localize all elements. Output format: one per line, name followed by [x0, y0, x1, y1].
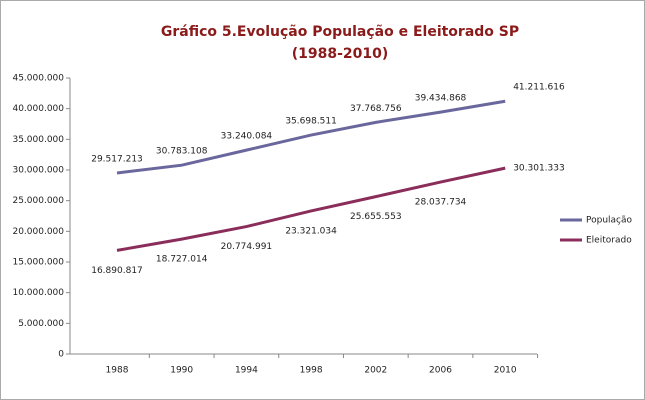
data-label: 41.211.616 — [513, 83, 565, 93]
y-tick-label: 10.000.000 — [12, 288, 64, 298]
x-tick-label: 1988 — [106, 366, 129, 376]
data-label: 16.890.817 — [91, 266, 143, 276]
y-tick-label: 30.000.000 — [12, 166, 64, 176]
legend-label: Eleitorado — [586, 236, 632, 246]
y-tick-label: 45.000.000 — [12, 74, 64, 84]
y-tick-label: 25.000.000 — [12, 196, 64, 206]
x-tick-label: 2002 — [364, 366, 387, 376]
x-tick-label: 2010 — [494, 366, 517, 376]
x-tick-label: 2006 — [429, 366, 452, 376]
series-line — [116, 99, 506, 175]
data-label: 30.783.108 — [156, 147, 208, 157]
y-tick-label: 35.000.000 — [12, 135, 64, 145]
chart-title: Gráfico 5.Evolução População e Eleitorad… — [161, 24, 519, 40]
chart-subtitle: (1988-2010) — [292, 46, 389, 62]
y-tick-label: 15.000.000 — [12, 258, 64, 268]
data-label: 29.517.213 — [91, 154, 143, 164]
x-tick-label: 1990 — [170, 366, 193, 376]
legend-label: População — [586, 216, 633, 226]
data-label: 39.434.868 — [415, 94, 467, 104]
series-line — [116, 166, 506, 252]
data-label: 20.774.991 — [221, 242, 273, 252]
y-tick-label: 0 — [58, 350, 64, 360]
y-tick-label: 40.000.000 — [12, 104, 64, 114]
data-label: 33.240.084 — [221, 132, 273, 142]
data-label: 37.768.756 — [350, 104, 402, 114]
data-label: 28.037.734 — [415, 198, 467, 208]
data-label: 25.655.553 — [350, 212, 402, 222]
data-label: 30.301.333 — [513, 164, 565, 174]
x-tick-label: 1994 — [235, 366, 258, 376]
x-tick-label: 1998 — [300, 366, 323, 376]
data-label: 23.321.034 — [285, 226, 337, 236]
y-tick-label: 5.000.000 — [18, 319, 64, 329]
data-label: 18.727.014 — [156, 255, 208, 265]
y-tick-label: 20.000.000 — [12, 227, 64, 237]
data-label: 35.698.511 — [285, 117, 337, 127]
